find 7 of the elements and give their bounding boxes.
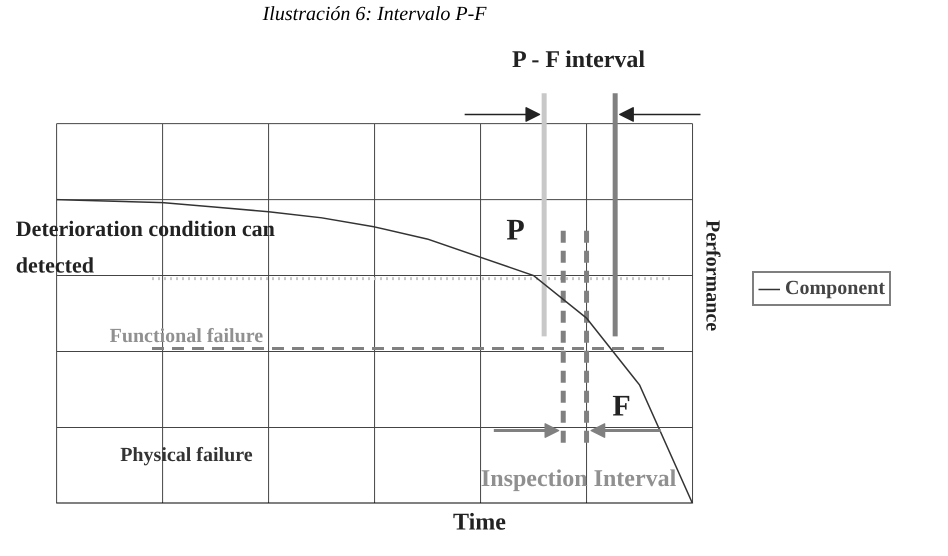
y-axis-title: Performance xyxy=(702,220,724,332)
annotation: P xyxy=(506,213,525,246)
annotation: F xyxy=(612,390,631,423)
x-axis-title: Time xyxy=(453,510,506,536)
chart-subtitle: P - F interval xyxy=(512,46,646,73)
chart-title: Ilustración 6: Intervalo P-F xyxy=(262,3,488,26)
legend-label: Component xyxy=(785,277,886,300)
